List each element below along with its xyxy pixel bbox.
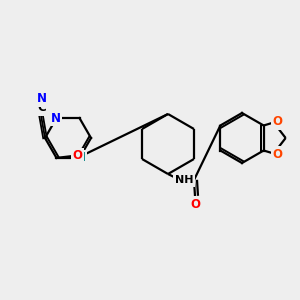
Text: NH: NH	[175, 175, 193, 185]
Text: N: N	[76, 152, 85, 164]
Text: N: N	[50, 112, 61, 124]
Text: O: O	[190, 197, 200, 211]
Text: C: C	[38, 101, 46, 114]
Text: O: O	[273, 115, 283, 128]
Text: O: O	[73, 149, 82, 162]
Text: O: O	[273, 148, 283, 161]
Text: N: N	[37, 92, 47, 105]
